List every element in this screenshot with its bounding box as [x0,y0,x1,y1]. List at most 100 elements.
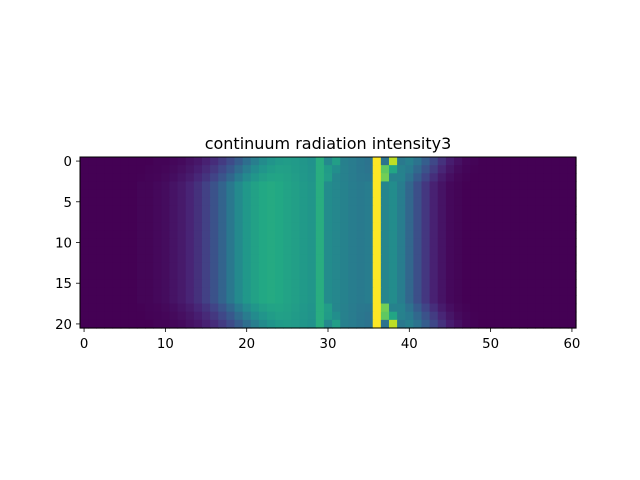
heatmap-cell [551,254,561,264]
heatmap-cell [136,197,146,207]
heatmap-cell [299,197,309,207]
heatmap-cell [454,254,463,264]
heatmap-cell [161,230,171,240]
heatmap-cell [88,287,97,297]
heatmap-cell [413,222,423,231]
heatmap-cell [551,287,561,297]
heatmap-cell [283,173,293,183]
heatmap-cell [210,230,219,240]
heatmap-cell [437,262,447,272]
heatmap-cell [413,173,423,183]
heatmap-cell [250,319,260,329]
heatmap-cell [177,197,187,207]
heatmap-cell [267,205,276,215]
heatmap-cell [348,173,358,183]
heatmap-cell [267,303,276,313]
heatmap-cell [120,311,130,321]
heatmap-cell [372,262,382,272]
heatmap-cell [80,295,89,305]
heatmap-cell [478,238,488,248]
heatmap-cell [299,262,309,272]
heatmap-cell [250,205,260,215]
heatmap-cell [470,173,480,183]
heatmap-cell [145,189,154,199]
heatmap-cell [153,254,162,264]
heatmap-cell [332,238,341,248]
heatmap-cell [210,262,219,272]
heatmap-cell [258,271,268,280]
heatmap-cell [169,246,179,256]
heatmap-cell [210,311,219,321]
heatmap-cell [169,189,179,199]
x-tick-label: 50 [482,337,499,352]
heatmap-cell [462,157,471,166]
heatmap-cell [510,279,520,288]
heatmap-cell [519,279,528,288]
heatmap-cell [234,262,244,272]
heatmap-cell [234,205,244,215]
heatmap-cell [218,303,227,313]
heatmap-cell [80,181,89,191]
heatmap-cell [405,230,414,240]
heatmap-cell [161,303,171,313]
heatmap-cell [364,295,374,305]
heatmap-cell [567,254,577,264]
heatmap-cell [218,214,227,223]
heatmap-cell [275,254,284,264]
heatmap-cell [145,319,154,329]
heatmap-cell [104,214,114,223]
heatmap-cell [80,303,89,313]
heatmap-cell [307,214,317,223]
heatmap-cell [510,262,520,272]
heatmap-cell [388,311,398,321]
heatmap-cell [380,246,390,256]
heatmap-cell [291,295,301,305]
heatmap-cell [397,287,406,297]
heatmap-cell [267,238,276,248]
heatmap-cell [242,214,252,223]
heatmap-cell [307,262,317,272]
heatmap-cell [267,222,276,231]
heatmap-cell [323,319,333,329]
heatmap-cell [210,189,219,199]
heatmap-cell [112,271,122,280]
heatmap-cell [429,246,439,256]
heatmap-cell [112,262,122,272]
heatmap-cell [323,230,333,240]
heatmap-cell [96,254,105,264]
heatmap-cell [307,157,317,166]
heatmap-cell [185,197,195,207]
heatmap-cell [421,238,431,248]
heatmap-cell [201,157,211,166]
heatmap-cell [88,165,97,174]
heatmap-cell [486,303,496,313]
heatmap-cell [193,222,203,231]
heatmap-cell [145,287,154,297]
heatmap-cell [388,157,398,166]
heatmap-cell [323,189,333,199]
heatmap-cell [364,262,374,272]
heatmap-cell [96,157,105,166]
heatmap-cell [510,222,520,231]
heatmap-cell [380,205,390,215]
heatmap-cell [413,181,423,191]
heatmap-cell [527,262,536,272]
heatmap-cell [340,295,349,305]
heatmap-cell [234,295,244,305]
heatmap-cell [462,311,471,321]
heatmap-cell [332,246,341,256]
heatmap-cell [421,279,431,288]
heatmap-cell [494,189,504,199]
heatmap-cell [128,238,138,248]
heatmap-cell [128,311,138,321]
heatmap-cell [169,157,179,166]
heatmap-cell [120,197,130,207]
heatmap-cell [226,319,236,329]
heatmap-cell [250,254,260,264]
heatmap-cell [535,157,545,166]
heatmap-cell [210,165,219,174]
heatmap-cell [88,238,97,248]
heatmap-cell [421,173,431,183]
heatmap-cell [567,311,577,321]
heatmap-cell [242,319,252,329]
